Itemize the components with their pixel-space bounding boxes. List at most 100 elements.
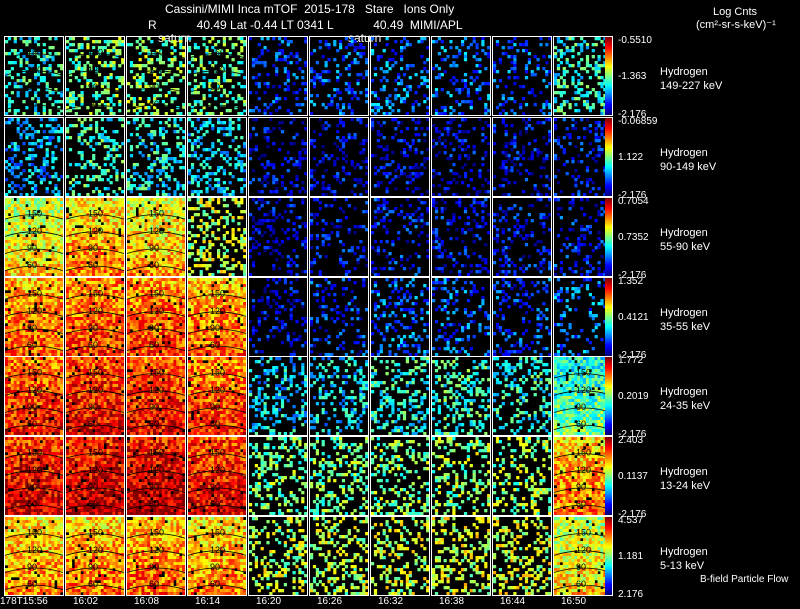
species-label: Hydrogen [660,227,708,239]
colorbar-segment [605,341,613,344]
colorbar-segment [605,394,613,397]
image-cell [249,357,308,436]
image-cell [371,37,430,116]
colorbar-segment [605,579,613,582]
colorbar-segment [605,253,613,256]
image-cell [432,37,491,116]
colorbar-segment [605,537,613,540]
contour-label: 90 [149,323,159,333]
colorbar-segment [605,160,613,163]
contour-label: 60 [149,579,159,589]
contour-line [4,311,64,317]
colorbar-min-label: -2.176 [618,270,647,281]
contour-label: 90 [210,402,220,412]
colorbar-segment [605,79,613,82]
colorbar-segment [605,173,613,176]
image-cell [249,437,308,516]
colorbar-segment [605,314,613,317]
colorbar-segment [605,217,613,220]
contour-label: 90 [149,562,159,572]
colorbar-segment [605,263,613,265]
colorbar-segment [605,468,613,470]
colorbar-mid-label: 0.2019 [618,391,649,402]
colorbar-segment [605,120,613,123]
panel-frame [492,117,552,197]
colorbar-segment [605,559,613,562]
contour-label: 120 [210,65,225,75]
colorbar-segment [605,509,613,512]
contour-line [4,265,64,272]
colorbar-segment [605,247,613,250]
colorbar-segment [605,425,613,428]
contour-label: 150 [576,368,591,378]
colorbar-segment [605,211,613,213]
contour-label: 90 [210,82,220,92]
colorbar-segment [605,98,613,100]
colorbar-segment [605,508,613,511]
colorbar-segment [605,176,613,179]
contour-line [126,53,186,59]
contour-label: 60 [88,260,98,270]
contour-line [4,453,64,459]
contour-label: 90 [576,402,586,412]
contour-label: 150 [149,209,164,219]
colorbar-segment [605,162,613,164]
colorbar-segment [605,281,613,284]
colorbar-segment [605,96,613,99]
plot-title: Cassini/MIMI Inca mTOF 2015-178 Stare Io… [165,2,455,16]
image-cell [249,198,308,277]
contour-line [187,424,247,431]
contour-label: 150 [88,528,103,538]
contour-line [4,390,64,396]
colorbar-segment [605,216,613,218]
colorbar-segment [605,168,613,171]
colorbar-segment [605,519,613,522]
colorbar-segment [605,239,613,242]
colorbar-segment [605,273,613,276]
colorbar-segment [605,103,613,105]
image-cell [554,278,613,357]
colorbar-min-label: -2.176 [618,350,647,361]
colorbar-segment [605,331,613,333]
contour-line [126,265,186,272]
colorbar-segment [605,315,613,318]
image-cell [310,37,369,116]
colorbar-segment [605,589,613,592]
contour-label: 60 [88,579,98,589]
colorbar-segment [605,530,613,532]
colorbar-segment [605,419,613,422]
colorbar-segment [605,451,613,453]
contour-line [65,390,125,396]
colorbar-segment [605,495,613,498]
colorbar-segment [605,496,613,499]
contour-label: 120 [576,385,591,395]
contour-label: 90 [27,482,37,492]
image-cell [493,437,552,516]
contour-line [4,470,64,476]
colorbar-segment [605,205,613,208]
colorbar-segment [605,222,613,225]
contour-line [65,373,125,379]
contour-label: 150 [149,289,164,299]
colorbar-segment [605,81,613,83]
contour-label: 120 [149,385,164,395]
time-tick-label: 16:32 [378,596,404,607]
image-cell [371,198,430,277]
colorbar-segment [605,368,613,371]
colorbar-segment [605,94,613,96]
contour-line [65,214,125,220]
contour-label: 150 [210,528,225,538]
colorbar-segment [605,558,613,561]
colorbar-segment [605,456,613,459]
image-cell [66,118,125,197]
colorbar-segment [605,192,613,194]
panel-frame [553,516,613,596]
colorbar-segment [605,304,613,306]
colorbar-segment [605,132,613,134]
colorbar-segment [605,447,613,450]
colorbar-segment [605,433,613,436]
colorbar-segment [605,569,613,571]
colorbar-segment [605,393,613,396]
colorbar-segment [605,336,613,339]
colorbar-segment [605,163,613,166]
